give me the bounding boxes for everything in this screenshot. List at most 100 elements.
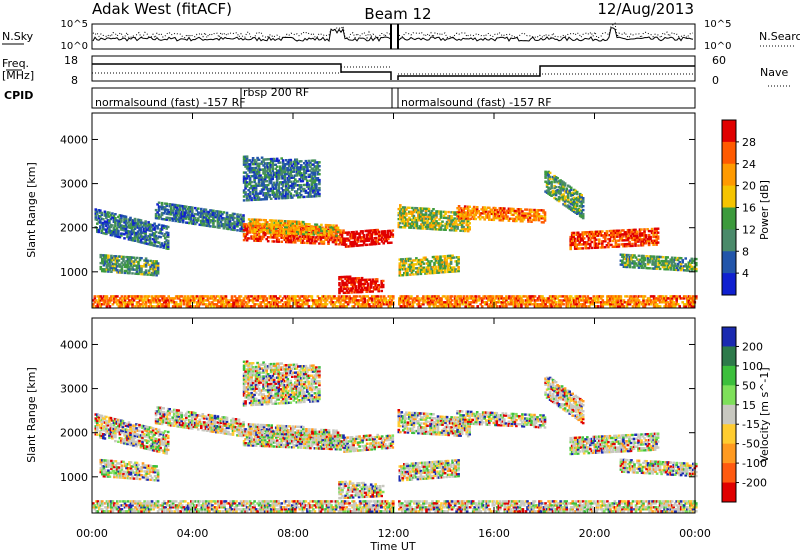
echo-cell (545, 189, 549, 192)
echo-cell (227, 227, 230, 231)
echo-cell (248, 190, 252, 194)
echo-cell (625, 231, 628, 234)
echo-cell (448, 256, 451, 260)
echo-cell (289, 172, 293, 176)
echo-cell (251, 174, 255, 178)
echo-cell (625, 263, 629, 267)
echo-cell (440, 265, 444, 268)
echo-cell (153, 238, 156, 241)
echo-cell (681, 267, 684, 270)
echo-cell (299, 232, 302, 235)
echo-cell (151, 238, 155, 241)
echo-cell (439, 257, 442, 260)
echo-cell (244, 227, 247, 230)
echo-cell (317, 225, 320, 228)
echo-cell (310, 236, 314, 239)
echo-cell (563, 184, 567, 187)
echo-cell (272, 240, 276, 243)
echo-cell (126, 260, 130, 263)
echo-cell (310, 195, 314, 198)
echo-cell (237, 215, 241, 218)
echo-cell (258, 222, 261, 226)
echo-cell (295, 166, 299, 169)
echo-cell (404, 267, 408, 271)
echo-cell (265, 229, 269, 232)
echo-cell (262, 182, 265, 185)
echo-cell (150, 229, 153, 233)
echo-cell (335, 232, 338, 235)
echo-cell (160, 244, 164, 247)
echo-cell (222, 211, 226, 214)
echo-cell (104, 258, 107, 261)
echo-cell (201, 214, 205, 217)
echo-cell (462, 229, 465, 233)
echo-cell (256, 196, 259, 199)
echo-cell (111, 258, 115, 262)
echo-cell (566, 200, 570, 203)
echo-cell (340, 235, 344, 238)
echo-cell (194, 222, 197, 226)
echo-cell (611, 229, 615, 233)
echo-cell (289, 235, 293, 238)
echo-cell (117, 225, 120, 229)
echo-cell (632, 238, 636, 241)
echo-cell (144, 234, 147, 237)
echo-cell (559, 189, 562, 192)
echo-cell (244, 191, 247, 194)
echo-cell (141, 237, 144, 240)
echo-cell (400, 214, 404, 217)
echo-cell (375, 284, 379, 287)
echo-cell (162, 212, 165, 215)
echo-cell (310, 239, 314, 243)
echo-cell (374, 286, 377, 289)
echo-cell (189, 210, 193, 213)
echo-cell (285, 167, 288, 170)
echo-cell (407, 267, 411, 270)
echo-cell (263, 192, 267, 195)
echo-cell (380, 234, 384, 237)
echo-cell (351, 287, 355, 290)
echo-cell (188, 211, 191, 215)
echo-cell (171, 219, 174, 222)
echo-cell (342, 275, 346, 279)
echo-cell (449, 270, 453, 273)
echo-cell (387, 233, 390, 237)
echo-cell (114, 223, 117, 226)
echo-cell (257, 168, 261, 171)
echo-cell (543, 219, 547, 222)
echo-cell (512, 207, 515, 211)
echo-cell (463, 207, 467, 210)
echo-cell (345, 283, 349, 286)
echo-cell (114, 267, 118, 270)
echo-cell (651, 259, 654, 262)
echo-cell (310, 295, 314, 298)
echo-cell (304, 163, 308, 167)
echo-cell (462, 227, 465, 231)
echo-cell (306, 169, 309, 173)
echo-cell (305, 228, 308, 232)
echo-cell (278, 169, 282, 172)
echo-cell (314, 231, 317, 234)
echo-cell (345, 289, 349, 292)
echo-cell (168, 216, 171, 220)
echo-cell (437, 271, 441, 274)
echo-cell (127, 224, 131, 227)
echo-cell (356, 289, 359, 292)
echo-cell (595, 244, 598, 247)
echo-cell (509, 211, 512, 214)
echo-cell (485, 216, 488, 219)
echo-cell (188, 221, 191, 225)
echo-cell (366, 282, 370, 285)
echo-cell (444, 222, 447, 226)
echo-cell (132, 268, 136, 271)
echo-cell (300, 241, 303, 244)
echo-cell (160, 226, 164, 229)
echo-cell (565, 205, 568, 208)
echo-cell (150, 223, 153, 227)
echo-cell (342, 291, 346, 295)
echo-cell (247, 230, 251, 233)
echo-cell (412, 222, 416, 226)
echo-cell (626, 242, 630, 246)
echo-cell (108, 264, 112, 267)
echo-cell (147, 223, 150, 226)
